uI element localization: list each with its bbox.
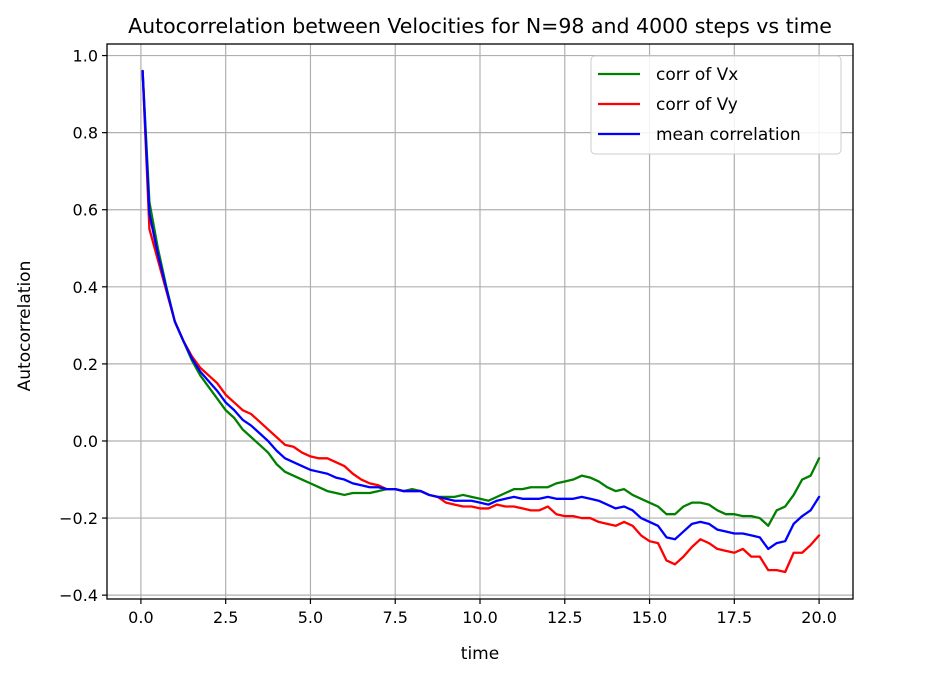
legend-label-vx: corr of Vx — [656, 65, 738, 85]
series-line-corr-vx — [141, 69, 821, 527]
series-line-mean-correlation — [141, 69, 821, 551]
y-tick-label: 0.8 — [73, 124, 98, 143]
x-tick-label: 12.5 — [547, 608, 583, 627]
x-tick-label: 0.0 — [128, 608, 153, 627]
x-tick-label: 5.0 — [298, 608, 323, 627]
y-axis-ticks: −0.4 −0.2 0.0 0.2 0.4 0.6 0.8 1.0 — [59, 47, 107, 605]
x-tick-label: 20.0 — [801, 608, 837, 627]
y-axis-label: Autocorrelation — [15, 261, 35, 392]
y-tick-label: 0.2 — [73, 355, 98, 374]
legend-box — [590, 55, 842, 155]
series-lines — [141, 69, 821, 574]
y-tick-label: 0.4 — [73, 278, 98, 297]
y-tick-label: −0.4 — [59, 586, 98, 605]
x-tick-label: 10.0 — [462, 608, 498, 627]
y-tick-label: 0.6 — [73, 201, 98, 220]
legend-label-vy: corr of Vy — [656, 95, 738, 115]
x-axis-label: time — [461, 644, 499, 664]
legend-label-mean: mean correlation — [656, 125, 801, 145]
x-tick-label: 7.5 — [383, 608, 408, 627]
x-tick-label: 2.5 — [213, 608, 238, 627]
chart-title: Autocorrelation between Velocities for N… — [128, 14, 832, 38]
x-tick-label: 17.5 — [717, 608, 753, 627]
legend: corr of Vx corr of Vy mean correlation — [590, 55, 842, 155]
y-tick-label: −0.2 — [59, 509, 98, 528]
y-tick-label: 0.0 — [73, 432, 98, 451]
x-tick-label: 15.0 — [632, 608, 668, 627]
y-tick-label: 1.0 — [73, 47, 98, 66]
x-axis-ticks: 0.0 2.5 5.0 7.5 10.0 12.5 15.0 17.5 20.0 — [128, 599, 837, 627]
series-line-corr-vy — [141, 69, 821, 574]
